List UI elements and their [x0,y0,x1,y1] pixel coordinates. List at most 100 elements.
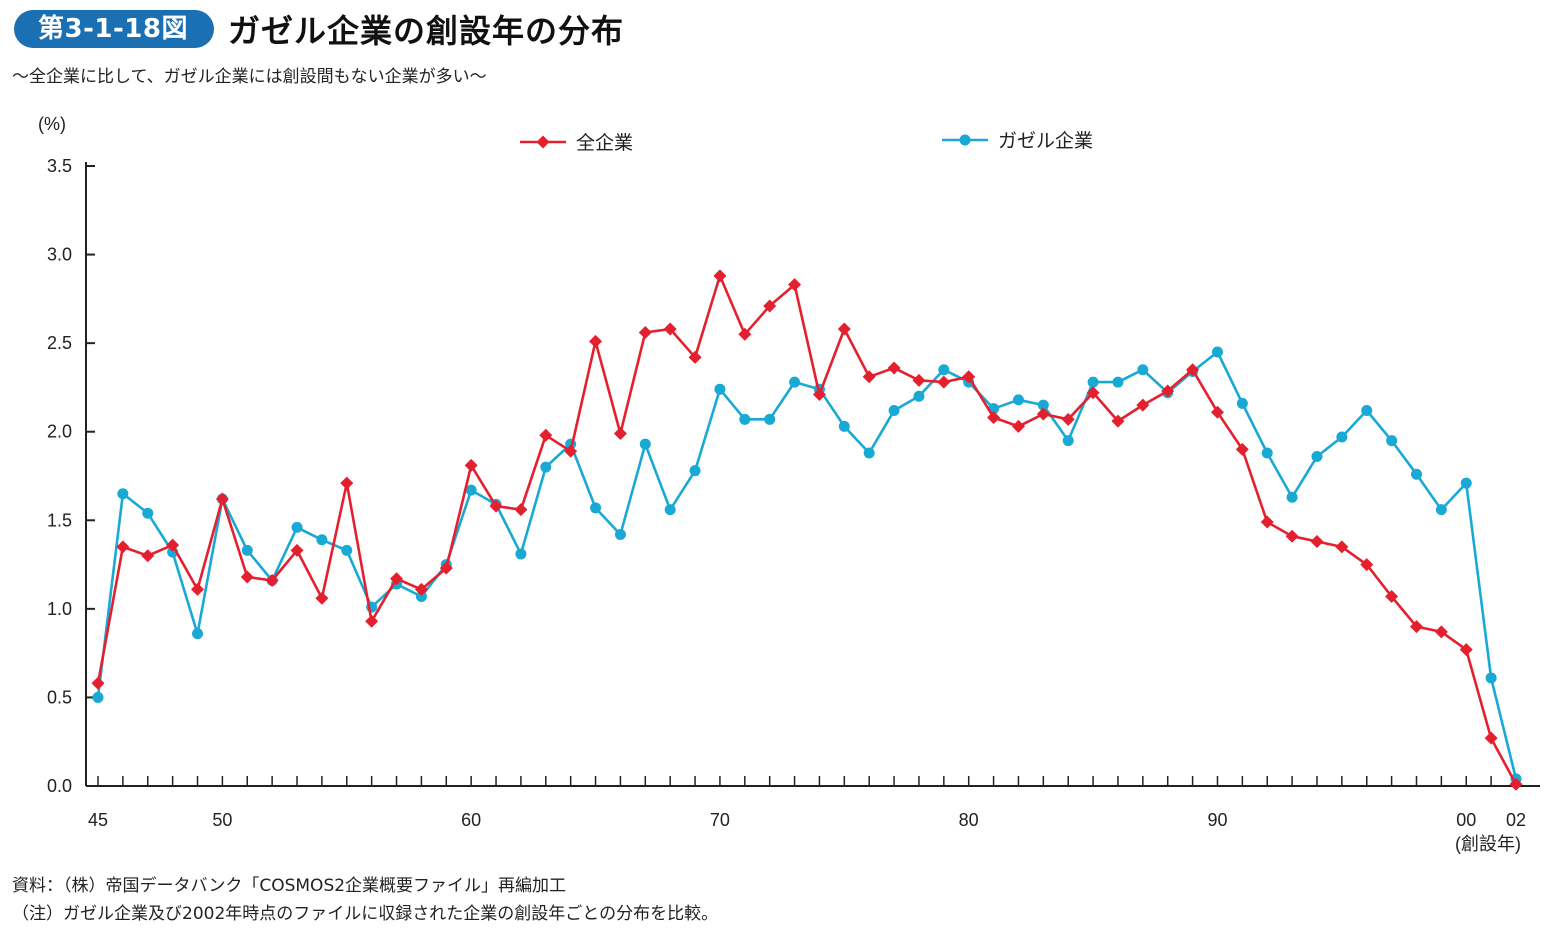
data-point-diamond [1385,589,1399,603]
x-tick-label: 70 [710,810,730,830]
data-point-circle [1386,435,1398,447]
data-point-circle [291,521,303,533]
data-point-diamond [439,561,453,575]
data-point-diamond [166,538,180,552]
data-point-circle [590,502,602,514]
data-point-circle [316,534,328,546]
data-point-diamond [1011,419,1025,433]
data-point-diamond [265,574,279,588]
figure-header: 第3-1-18図 ガゼル企業の創設年の分布 [14,8,624,50]
data-point-diamond [1484,731,1498,745]
data-point-diamond [141,549,155,563]
data-point-diamond [514,503,528,517]
data-point-circle [614,528,626,540]
data-point-diamond [912,373,926,387]
x-tick-label: 90 [1207,810,1227,830]
data-point-circle [241,544,253,556]
y-tick-label: 1.5 [47,510,72,530]
legend-marker-circle [959,134,971,146]
legend: 全企業 ガゼル企業 [520,130,1093,154]
data-point-circle [1336,431,1348,443]
data-point-circle [1112,376,1124,388]
legend-marker-diamond [536,135,550,149]
legend-label: ガゼル企業 [998,130,1093,152]
data-point-diamond [1036,407,1050,421]
y-axis-unit-label: (%) [38,114,66,134]
data-point-diamond [414,582,428,596]
data-point-circle [142,507,154,519]
y-tick-label: 3.5 [47,156,72,176]
data-point-diamond [1260,515,1274,529]
data-point-circle [888,404,900,416]
footnote: （注）ガゼル企業及び2002年時点のファイルに収録された企業の創設年ごとの分布を… [12,904,719,924]
data-point-diamond [589,334,603,348]
data-point-circle [1361,404,1373,416]
data-point-diamond [638,326,652,340]
series-diamond [91,269,1523,791]
data-point-circle [1211,346,1223,358]
data-point-diamond [1360,558,1374,572]
data-point-circle [1062,435,1074,447]
data-point-diamond [663,322,677,336]
data-point-diamond [1186,363,1200,377]
data-point-diamond [1235,442,1249,456]
data-point-diamond [1459,643,1473,657]
data-point-diamond [191,582,205,596]
data-point-diamond [887,361,901,375]
data-point-diamond [539,428,553,442]
data-point-circle [192,628,204,640]
data-point-diamond [290,543,304,557]
data-point-diamond [937,375,951,389]
data-point-diamond [1061,412,1075,426]
x-tick-label: 60 [461,810,481,830]
y-tick-label: 1.0 [47,599,72,619]
data-point-diamond [1509,777,1523,791]
data-point-diamond [215,492,229,506]
data-point-circle [1037,399,1049,411]
data-point-circle [1410,468,1422,480]
data-point-circle [639,438,651,450]
data-point-diamond [812,388,826,402]
data-point-circle [540,461,552,473]
x-tick-label: 80 [959,810,979,830]
y-tick-label: 3.0 [47,245,72,265]
data-point-diamond [1310,535,1324,549]
y-tick-label: 0.0 [47,776,72,796]
legend-label: 全企業 [576,132,633,154]
data-point-circle [92,691,104,703]
data-point-circle [1137,364,1149,376]
data-point-diamond [713,269,727,283]
data-point-diamond [788,278,802,292]
data-point-circle [1485,672,1497,684]
data-point-circle [1435,504,1447,516]
y-tick-label: 0.5 [47,687,72,707]
data-point-diamond [564,444,578,458]
data-point-diamond [763,299,777,313]
data-point-circle [1012,394,1024,406]
data-point-diamond [1434,625,1448,639]
data-point-diamond [987,411,1001,425]
data-point-diamond [240,570,254,584]
data-point-circle [1286,491,1298,503]
data-point-diamond [1161,384,1175,398]
series-line [96,350,1518,780]
data-point-circle [913,390,925,402]
x-axis-title: (創設年) [1455,834,1521,854]
data-point-diamond [340,476,354,490]
figure-notes: 資料：（株）帝国データバンク「COSMOS2企業概要ファイル」再編加工 （注）ガ… [12,872,718,928]
data-point-diamond [489,499,503,513]
source-note: 資料：（株）帝国データバンク「COSMOS2企業概要ファイル」再編加工 [12,876,567,896]
data-point-diamond [837,322,851,336]
data-point-diamond [738,327,752,341]
data-point-circle [689,465,701,477]
data-point-circle [1261,447,1273,459]
legend-item: ガゼル企業 [942,130,1093,152]
x-tick-label: 02 [1506,810,1526,830]
data-point-circle [664,504,676,516]
data-point-circle [739,413,751,425]
data-point-diamond [862,370,876,384]
series-circle [92,346,1522,785]
data-point-circle [117,488,129,500]
data-point-diamond [962,370,976,384]
x-axis-ticks: 45 50 60 70 80 90 00 02 [86,776,1540,830]
